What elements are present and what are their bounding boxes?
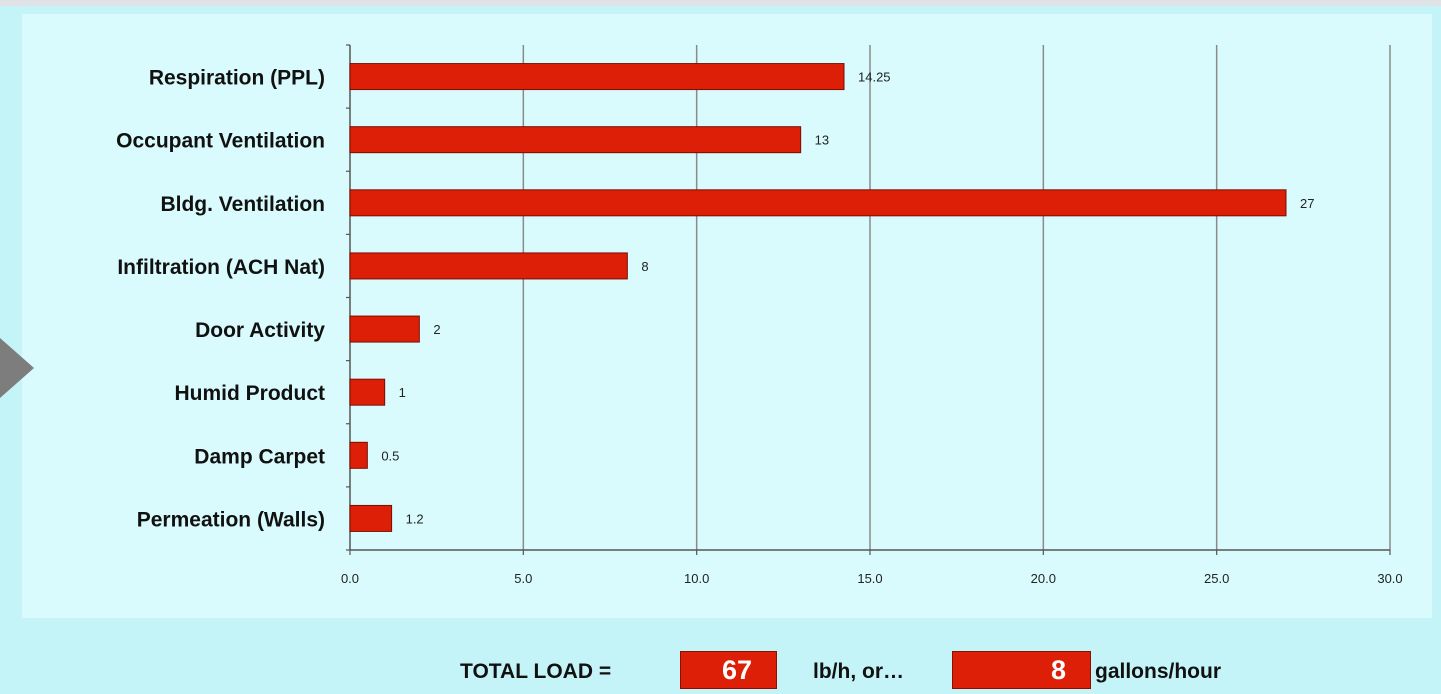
x-tick-label: 15.0 [857,571,882,586]
bar [349,378,386,406]
gallons-unit: gallons/hour [1095,660,1221,683]
total-load-value: 67 [721,655,752,685]
category-label: Bldg. Ventilation [160,193,325,216]
value-label: 2 [433,322,440,337]
chart-panel [22,14,1432,618]
total-load-label: TOTAL LOAD = [460,660,612,683]
total-load-row: TOTAL LOAD = 67 lb/h, or… 8 gallons/hour [0,651,1441,689]
gallons-value-box: 8 [952,651,1091,689]
bar [349,315,420,343]
total-load-unit: lb/h, or… [813,660,904,683]
bar-chart: 0.0 5.0 10.0 15.0 20.0 25.0 30.0 Respiration (P… [116,44,1403,586]
value-label: 1.2 [406,511,424,526]
x-tick-label: 0.0 [341,571,359,586]
x-tick-label: 30.0 [1377,571,1402,586]
x-tick-label: 25.0 [1204,571,1229,586]
category-label: Humid Product [175,382,326,405]
total-load-value-box: 67 [680,651,777,689]
category-label: Permeation (Walls) [137,508,325,531]
x-tick-label: 20.0 [1031,571,1056,586]
value-label: 8 [641,259,648,274]
category-label: Door Activity [195,319,325,342]
x-tick-label: 10.0 [684,571,709,586]
value-label: 14.25 [858,70,891,85]
slide-frame [0,6,1441,694]
triangle-right-icon[interactable] [0,338,34,398]
bar [349,63,845,91]
x-tick-label: 5.0 [514,571,532,586]
value-label: 0.5 [381,448,399,463]
bar [349,126,802,154]
bar [349,504,393,532]
category-label: Respiration (PPL) [149,67,325,90]
category-label: Damp Carpet [194,445,325,468]
bar [349,441,368,469]
value-label: 1 [399,385,406,400]
value-label: 27 [1300,196,1314,211]
category-label: Infiltration (ACH Nat) [117,256,325,279]
gallons-value: 8 [1050,655,1066,685]
bar [349,189,1287,217]
category-label: Occupant Ventilation [116,130,325,153]
value-label: 13 [815,133,829,148]
bar [349,252,628,280]
